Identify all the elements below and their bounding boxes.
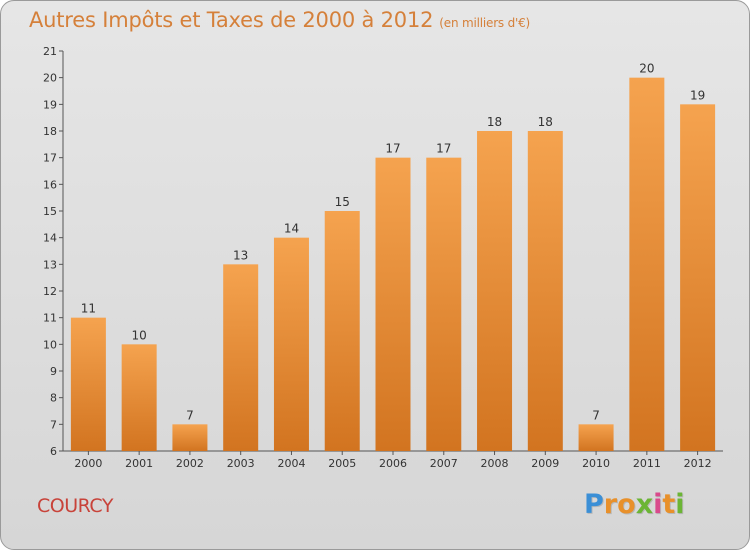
value-label-2003: 13 [233,248,248,262]
y-tick-label: 20 [43,72,57,85]
proxiti-logo: Proxiti [584,489,685,520]
value-label-2006: 17 [385,142,400,156]
bar-2011 [629,77,665,452]
commune-name: COURCY [37,495,113,517]
value-label-2010: 7 [592,408,600,422]
y-tick-label: 18 [43,125,57,138]
logo-letter: i [675,489,685,520]
y-tick-label: 21 [43,45,57,58]
value-label-2002: 7 [186,408,194,422]
x-tick-label-2002: 2002 [176,457,204,470]
logo-letter: i [653,489,663,520]
y-tick-label: 19 [43,98,57,111]
x-tick-label-2007: 2007 [430,457,458,470]
value-label-2001: 10 [132,328,147,342]
axes: 6 7 8 9 10 11 12 13 14 15 16 17 18 19 20 21 2000 2001 2002… [43,45,723,470]
x-tick-label-2011: 2011 [633,457,661,470]
bar-2004 [273,237,309,451]
y-tick-label: 10 [43,338,57,351]
logo-letter: x [635,489,654,520]
logo-letter: t [662,489,676,520]
chart-title: Autres Impôts et Taxes de 2000 à 2012 (en… [29,8,530,32]
chart-title-text: Autres Impôts et Taxes de 2000 à 2012 [29,8,434,32]
bar-2008 [477,131,513,451]
x-tick-label-2008: 2008 [481,457,509,470]
x-tick-label-2001: 2001 [125,457,153,470]
value-label-2007: 17 [436,142,451,156]
x-tick-label-2003: 2003 [227,457,255,470]
x-tick-label-2009: 2009 [531,457,559,470]
x-tick-label-2005: 2005 [328,457,356,470]
value-label-2011: 20 [639,62,654,76]
bar-2010 [578,424,614,451]
bars [70,77,716,452]
x-tick-label-2000: 2000 [74,457,102,470]
y-tick-label: 6 [50,445,57,458]
y-tick-label: 9 [50,365,57,378]
bar-2006 [375,157,411,451]
logo-letter: r [603,489,618,520]
bar-2001 [121,344,157,451]
y-tick-label: 17 [43,152,57,165]
data-labels: 11 10 7 13 14 15 17 17 18 18 7 20 19 [81,62,706,423]
x-tick-label-2010: 2010 [582,457,610,470]
y-tick-label: 8 [50,392,57,405]
y-tick-label: 16 [43,178,57,191]
bar-2000 [70,317,106,451]
logo-letter: P [584,489,604,520]
bar-2003 [223,264,259,451]
y-tick-label: 11 [43,312,57,325]
y-tick-label: 14 [43,232,57,245]
y-tick-label: 13 [43,258,57,271]
x-tick-label-2004: 2004 [277,457,305,470]
value-label-2012: 19 [690,88,705,102]
value-label-2000: 11 [81,302,96,316]
bar-2002 [172,424,208,451]
bar-2007 [426,157,462,451]
y-tick-label: 15 [43,205,57,218]
chart-subtitle: (en milliers d'€) [439,16,531,30]
value-label-2009: 18 [538,115,553,129]
bar-2009 [527,131,563,451]
value-label-2008: 18 [487,115,502,129]
value-label-2004: 14 [284,222,299,236]
bar-2005 [324,211,360,451]
logo-letter: o [617,489,636,520]
x-tick-label-2012: 2012 [684,457,712,470]
value-label-2005: 15 [335,195,350,209]
bar-2012 [680,104,716,451]
y-tick-label: 7 [50,418,57,431]
y-tick-label: 12 [43,285,57,298]
x-tick-label-2006: 2006 [379,457,407,470]
